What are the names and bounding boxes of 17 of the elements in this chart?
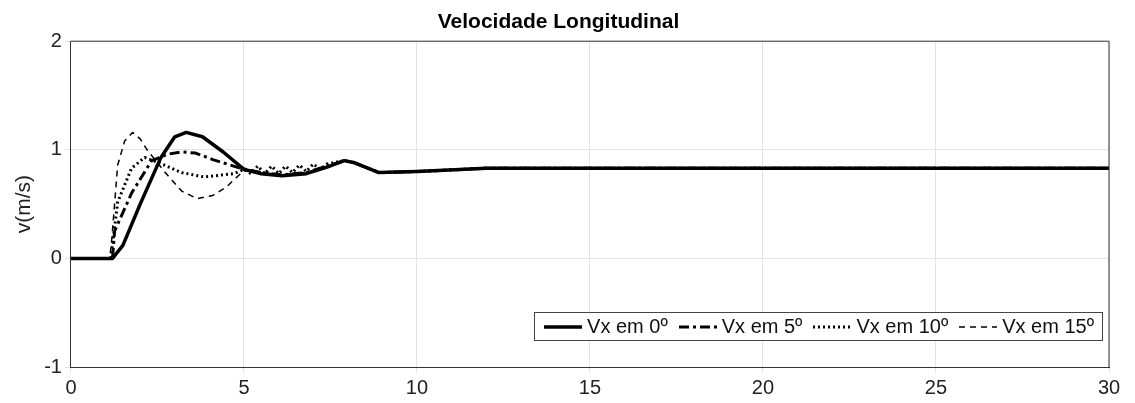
legend-label: Vx em 0º xyxy=(587,315,668,338)
y-tick-label: 1 xyxy=(50,137,62,160)
y-tick-label: 2 xyxy=(50,28,62,51)
legend-label: Vx em 5º xyxy=(721,315,803,338)
x-tick-label: 10 xyxy=(405,375,429,398)
x-tick-label: 30 xyxy=(1097,375,1121,398)
chart-title: Velocidade Longitudinal xyxy=(437,9,680,33)
legend-label: Vx em 10º xyxy=(856,315,949,338)
x-tick-label: 5 xyxy=(238,375,250,398)
x-tick-label: 20 xyxy=(751,375,775,398)
y-tick-label: -1 xyxy=(44,354,62,377)
legend-label: Vx em 15º xyxy=(1002,315,1094,338)
x-tick-label: 25 xyxy=(924,375,948,398)
y-axis-title: v(m/s) xyxy=(11,174,35,234)
x-tick-label: 15 xyxy=(578,375,602,398)
y-tick-label: 0 xyxy=(50,245,62,268)
x-tick-label: 0 xyxy=(65,375,77,398)
